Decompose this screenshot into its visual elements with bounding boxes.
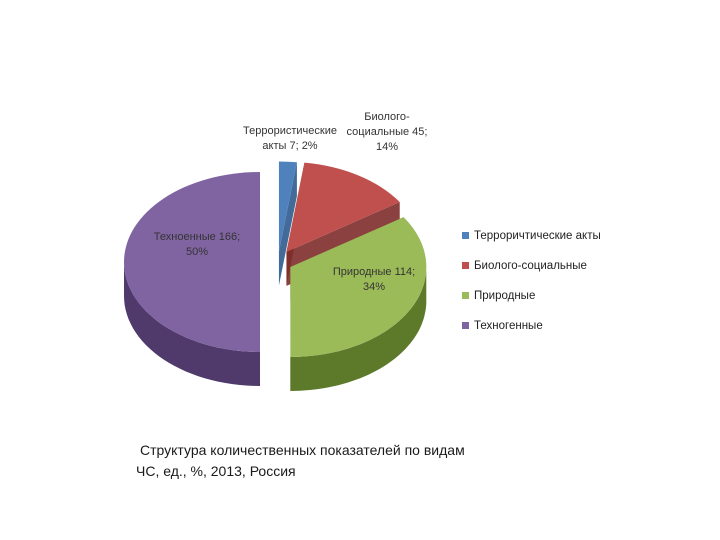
slice-label-bio-social-line-0: Биолого- bbox=[364, 111, 410, 123]
legend-item-natural: Природные bbox=[462, 288, 662, 303]
legend-swatch-terror bbox=[462, 232, 469, 239]
slice-label-natural: Природные 114; 34% bbox=[333, 266, 415, 293]
pie-slice-technogenic bbox=[124, 172, 260, 352]
pie-slice-natural bbox=[290, 217, 427, 357]
legend-swatch-technogenic bbox=[462, 322, 469, 329]
slice-label-technogenic-line-0: Техноенные 166; bbox=[154, 231, 240, 243]
pie-side-technogenic bbox=[124, 262, 260, 386]
legend-swatch-bio-social bbox=[462, 262, 469, 269]
legend-item-technogenic: Техногенные bbox=[462, 318, 662, 333]
slice-label-terror-line-1: акты 7; 2% bbox=[262, 140, 317, 152]
caption-line-1: Структура количественных показателей по … bbox=[140, 442, 465, 458]
slice-label-natural-line-1: 34% bbox=[363, 281, 385, 293]
legend-swatch-natural bbox=[462, 292, 469, 299]
legend-label-technogenic: Техногенные bbox=[474, 319, 543, 332]
legend-label-natural: Природные bbox=[474, 289, 536, 302]
slice-label-terror: Террористические акты 7; 2% bbox=[243, 125, 337, 152]
slice-label-technogenic-line-1: 50% bbox=[186, 246, 208, 258]
chart-caption: Структура количественных показателей по … bbox=[136, 440, 556, 482]
slice-label-technogenic: Техноенные 166; 50% bbox=[154, 231, 240, 258]
slice-label-bio-social-line-2: 14% bbox=[376, 141, 398, 153]
pie-edge-terror-1 bbox=[278, 162, 297, 286]
pie-slice-terror bbox=[278, 161, 297, 252]
legend-label-terror: Терроричтические акты bbox=[474, 229, 601, 242]
pie-side-natural bbox=[290, 269, 427, 391]
caption-line-2: ЧС, ед., %, 2013, Россия bbox=[136, 463, 296, 479]
slice-label-natural-line-0: Природные 114; bbox=[333, 266, 415, 278]
legend-label-bio-social: Биолого-социальные bbox=[474, 259, 587, 272]
pie-slice-bio-social bbox=[286, 162, 400, 252]
legend-item-bio-social: Биолого-социальные bbox=[462, 258, 662, 273]
legend-item-terror: Терроричтические акты bbox=[462, 228, 662, 243]
slice-label-bio-social-line-1: социальные 45; bbox=[347, 126, 428, 138]
chart-legend: Терроричтические акты Биолого-социальные… bbox=[462, 228, 662, 348]
slice-label-terror-line-0: Террористические bbox=[243, 125, 337, 137]
slice-label-bio-social: Биолого-социальные 45; 14% bbox=[347, 111, 428, 153]
